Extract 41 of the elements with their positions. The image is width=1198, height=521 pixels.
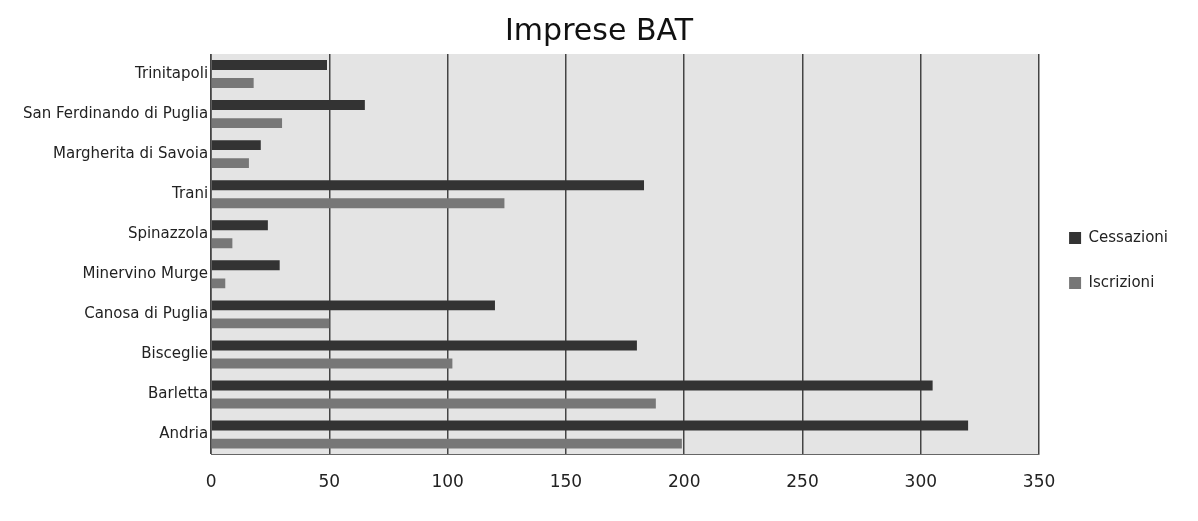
x-tick-label: 150 (549, 471, 583, 492)
x-tick-label: 50 (318, 471, 341, 492)
y-tick-label: Canosa di Puglia (84, 304, 209, 323)
bar (211, 340, 637, 351)
bar (211, 278, 226, 289)
bar (211, 78, 254, 88)
bar (211, 140, 261, 151)
bar (211, 358, 453, 369)
bar (211, 158, 249, 169)
bar (211, 118, 283, 129)
bar (211, 60, 327, 70)
bar (211, 238, 233, 249)
legend-label: Iscrizioni (1088, 272, 1155, 291)
y-tick-label: Trinitapoli (134, 63, 209, 82)
bar (211, 318, 330, 329)
bar (211, 100, 365, 111)
bar (211, 300, 495, 311)
bar (211, 260, 280, 271)
bar (211, 380, 933, 391)
y-tick-label: Andria (159, 424, 209, 443)
y-tick-label: Minervino Murge (82, 264, 209, 283)
bar (211, 420, 969, 431)
x-tick-label: 250 (786, 471, 819, 492)
y-tick-label: Trani (171, 184, 209, 203)
y-tick-label: Margherita di Savoia (53, 144, 209, 163)
x-tick-label: 0 (205, 471, 217, 492)
bar (211, 198, 505, 209)
y-tick-label: Barletta (148, 384, 209, 403)
bar (211, 398, 656, 409)
bar (211, 220, 268, 231)
y-tick-label: Spinazzola (127, 224, 209, 243)
x-tick-label: 200 (668, 471, 701, 492)
y-tick-label: Bisceglie (141, 344, 209, 363)
chart-title: Imprese BAT (505, 11, 694, 47)
legend-label: Cessazioni (1088, 227, 1169, 246)
bar (211, 180, 645, 191)
x-tick-label: 100 (431, 471, 464, 492)
bar (211, 438, 682, 449)
y-tick-label: San Ferdinando di Puglia (22, 103, 209, 122)
x-tick-label: 350 (1022, 471, 1056, 492)
x-tick-label: 300 (904, 471, 938, 492)
